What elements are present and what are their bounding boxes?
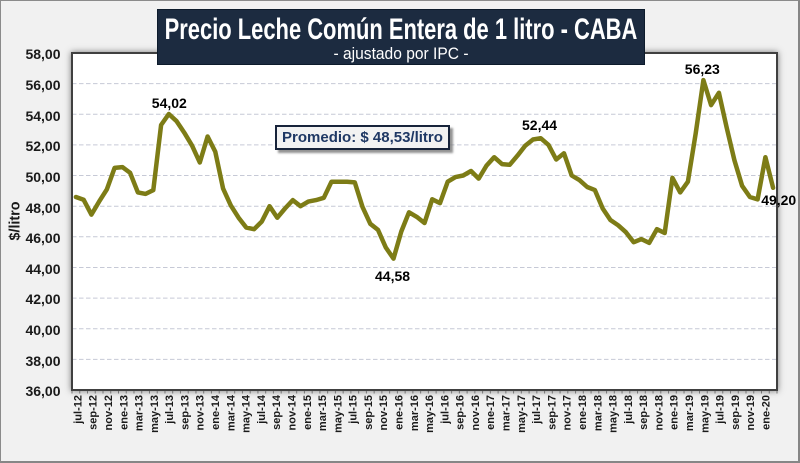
- svg-text:may-13: may-13: [149, 395, 161, 433]
- svg-text:mar-19: mar-19: [684, 395, 696, 431]
- svg-text:nov-16: nov-16: [470, 395, 482, 430]
- svg-text:sep-19: sep-19: [730, 395, 742, 430]
- svg-text:nov-12: nov-12: [103, 395, 115, 430]
- svg-text:jul-15: jul-15: [348, 395, 360, 425]
- svg-text:nov-18: nov-18: [653, 395, 665, 430]
- svg-text:jul-17: jul-17: [531, 395, 543, 425]
- svg-text:sep-17: sep-17: [546, 395, 558, 430]
- svg-text:ene-18: ene-18: [577, 395, 589, 430]
- svg-text:jul-12: jul-12: [72, 395, 84, 425]
- svg-text:sep-14: sep-14: [271, 394, 283, 430]
- svg-text:ene-20: ene-20: [760, 395, 772, 430]
- svg-text:mar-13: mar-13: [134, 395, 146, 431]
- svg-text:sep-13: sep-13: [179, 395, 191, 430]
- svg-text:jul-19: jul-19: [715, 395, 727, 425]
- svg-text:ene-15: ene-15: [302, 395, 314, 430]
- svg-text:nov-14: nov-14: [287, 394, 299, 430]
- svg-text:may-18: may-18: [608, 395, 620, 433]
- svg-text:jul-16: jul-16: [439, 395, 451, 425]
- svg-text:mar-16: mar-16: [409, 395, 421, 431]
- svg-text:nov-13: nov-13: [195, 395, 207, 430]
- svg-text:$/litro: $/litro: [8, 201, 24, 240]
- svg-text:jul-18: jul-18: [623, 395, 635, 425]
- svg-text:jul-13: jul-13: [164, 395, 176, 425]
- svg-text:may-16: may-16: [424, 395, 436, 433]
- svg-text:may-14: may-14: [241, 394, 253, 433]
- svg-text:nov-15: nov-15: [378, 395, 390, 430]
- svg-text:nov-19: nov-19: [745, 395, 757, 430]
- svg-text:ene-13: ene-13: [118, 395, 130, 430]
- svg-text:sep-18: sep-18: [638, 395, 650, 430]
- svg-text:jul-14: jul-14: [256, 394, 268, 425]
- svg-text:sep-15: sep-15: [363, 395, 375, 430]
- svg-text:mar-14: mar-14: [225, 394, 237, 431]
- svg-text:ene-19: ene-19: [669, 395, 681, 430]
- svg-text:may-17: may-17: [516, 395, 528, 433]
- svg-text:sep-12: sep-12: [88, 395, 100, 430]
- svg-text:ene-16: ene-16: [394, 395, 406, 430]
- svg-text:ene-14: ene-14: [210, 394, 222, 430]
- svg-text:mar-17: mar-17: [501, 395, 513, 431]
- svg-text:mar-18: mar-18: [592, 395, 604, 431]
- svg-text:may-19: may-19: [699, 395, 711, 433]
- svg-text:sep-16: sep-16: [455, 395, 467, 430]
- svg-text:ene-17: ene-17: [485, 395, 497, 430]
- svg-text:nov-17: nov-17: [562, 395, 574, 430]
- svg-text:mar-15: mar-15: [317, 395, 329, 431]
- svg-text:may-15: may-15: [332, 395, 344, 433]
